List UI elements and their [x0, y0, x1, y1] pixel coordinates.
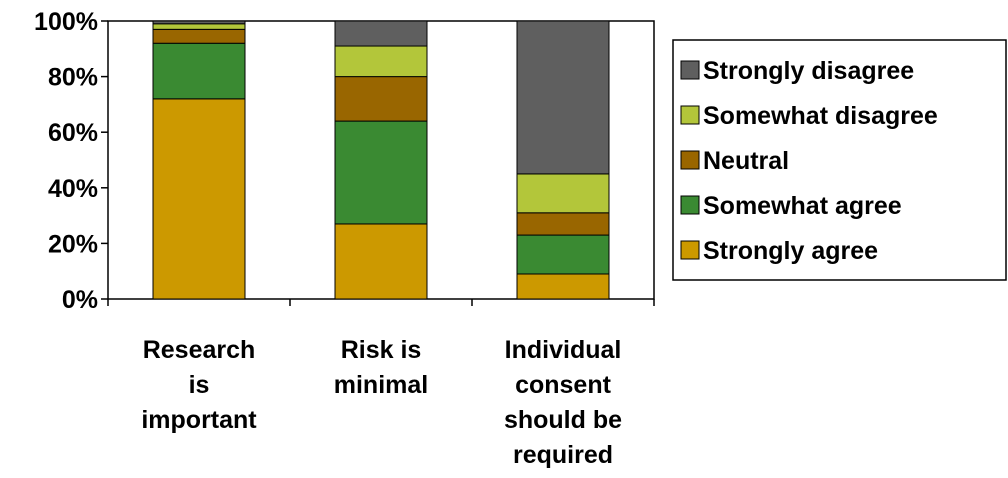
legend-label: Somewhat disagree	[703, 102, 938, 130]
y-tick-label: 40%	[48, 175, 98, 203]
y-axis-labels: 0% 20% 40% 60% 80% 100%	[34, 8, 98, 314]
x-category-label: required	[513, 441, 613, 469]
y-tick-label: 100%	[34, 8, 98, 36]
bar-segment	[152, 98, 246, 300]
legend-swatch	[680, 150, 700, 170]
bar-segment	[334, 76, 428, 122]
x-category-label: consent	[515, 371, 612, 399]
x-category-label: important	[141, 406, 257, 434]
bar-segment	[516, 212, 610, 236]
bar-segment	[516, 173, 610, 214]
bar-segment	[516, 273, 610, 300]
bar-segment	[152, 42, 246, 100]
legend-swatch	[680, 240, 700, 260]
legend-swatch	[680, 105, 700, 125]
legend-label: Neutral	[703, 147, 789, 175]
legend-swatch	[680, 195, 700, 215]
legend-label: Strongly disagree	[703, 57, 914, 85]
bar-segment	[152, 20, 246, 25]
bar-segment	[516, 20, 610, 175]
bar-segment	[152, 23, 246, 30]
x-category-label: is	[189, 371, 210, 399]
x-category-label: Risk is	[341, 336, 422, 364]
x-category-label: Research	[143, 336, 256, 364]
bar-segment	[334, 20, 428, 47]
bar-segment	[334, 120, 428, 225]
bar-segment	[334, 223, 428, 300]
legend-box	[672, 39, 1007, 281]
bar-segment	[152, 28, 246, 44]
x-category-label: should be	[504, 406, 622, 434]
x-category-label: minimal	[334, 371, 428, 399]
legend-swatch	[680, 60, 700, 80]
bar-segment	[334, 45, 428, 78]
chart-bars	[152, 20, 610, 300]
y-tick-label: 0%	[62, 286, 98, 314]
bar-segment	[516, 234, 610, 275]
y-tick-label: 60%	[48, 119, 98, 147]
legend-label: Strongly agree	[703, 237, 878, 265]
y-tick-label: 80%	[48, 64, 98, 92]
legend: Strongly disagree Somewhat disagree Neutra…	[672, 39, 1007, 281]
y-tick-label: 20%	[48, 230, 98, 258]
x-axis-labels: Research is important Risk is minimal Individ…	[141, 336, 622, 469]
legend-label: Somewhat agree	[703, 192, 902, 220]
x-category-label: Individual	[505, 336, 622, 364]
